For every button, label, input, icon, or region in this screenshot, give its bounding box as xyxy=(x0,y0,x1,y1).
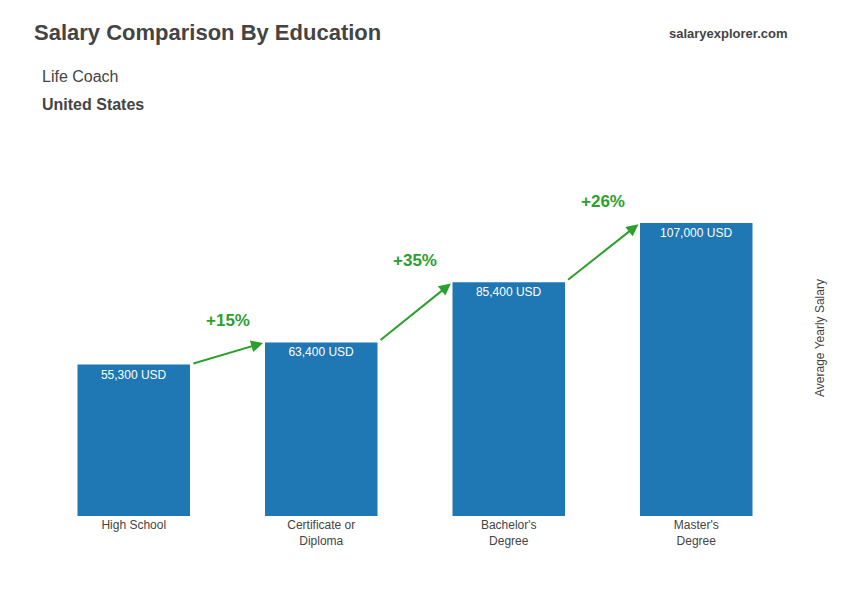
svg-text:107,000 USD: 107,000 USD xyxy=(660,226,732,240)
svg-text:+26%: +26% xyxy=(581,192,625,211)
svg-text:+15%: +15% xyxy=(206,311,250,330)
svg-text:Bachelor'sDegree: Bachelor'sDegree xyxy=(481,518,537,548)
svg-text:United States: United States xyxy=(42,96,144,113)
svg-text:Master'sDegree: Master'sDegree xyxy=(674,518,719,548)
svg-text:High School: High School xyxy=(101,518,166,532)
svg-text:+35%: +35% xyxy=(393,251,437,270)
svg-text:salaryexplorer.com: salaryexplorer.com xyxy=(669,26,788,41)
svg-text:Average Yearly Salary: Average Yearly Salary xyxy=(813,279,827,397)
svg-text:Salary Comparison By Education: Salary Comparison By Education xyxy=(34,20,381,45)
svg-text:63,400 USD: 63,400 USD xyxy=(288,345,354,359)
svg-text:85,400 USD: 85,400 USD xyxy=(476,285,542,299)
svg-text:55,300 USD: 55,300 USD xyxy=(101,368,167,382)
svg-text:Certificate orDiploma: Certificate orDiploma xyxy=(287,518,355,548)
svg-text:Life Coach: Life Coach xyxy=(42,68,119,85)
